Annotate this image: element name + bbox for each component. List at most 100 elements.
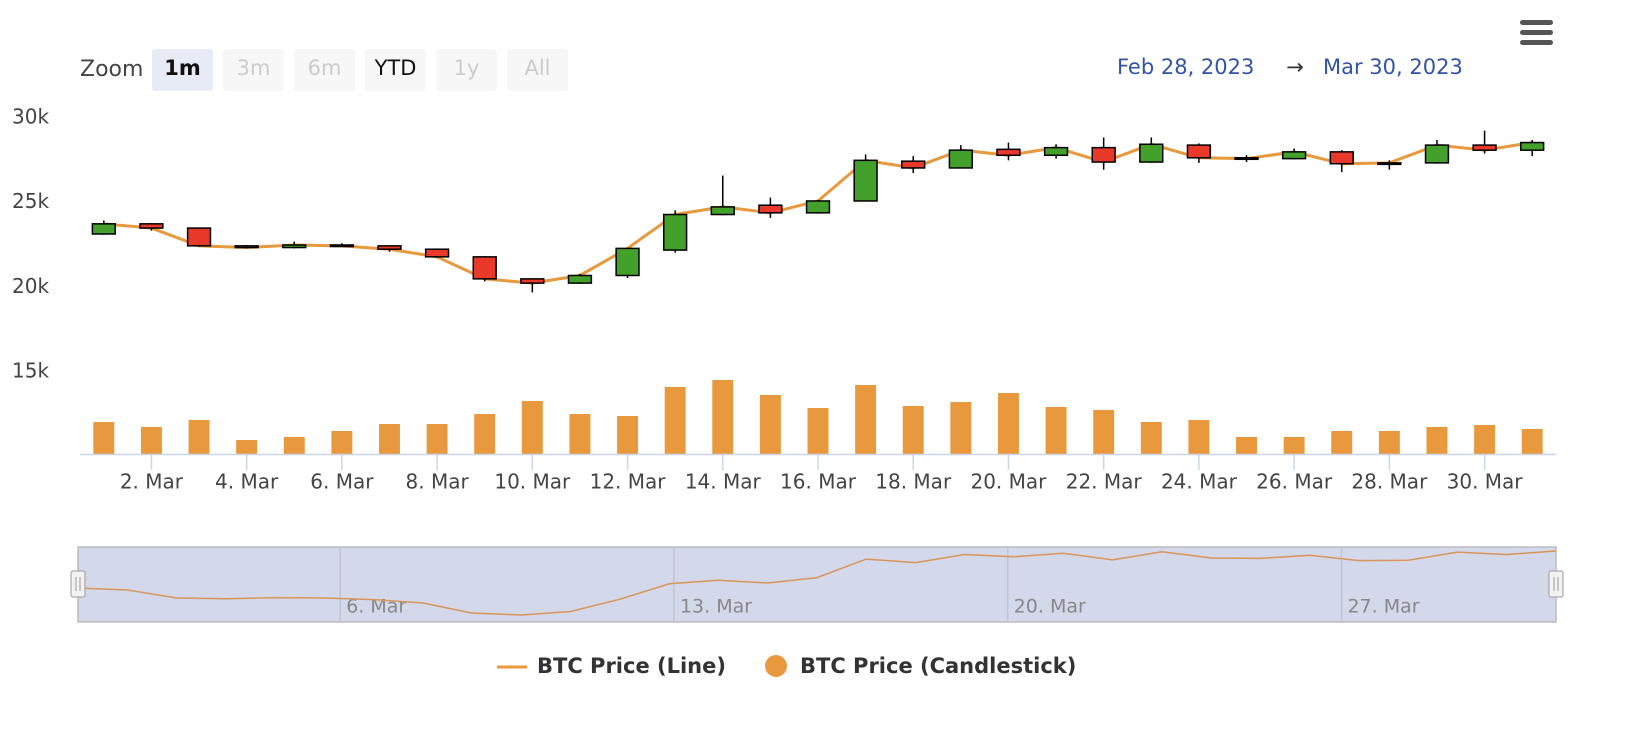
volume-bar [283, 437, 305, 454]
date-from: Feb 28, 2023 [1117, 55, 1254, 79]
x-tick-label: 18. Mar [875, 470, 952, 494]
volume-bar [521, 401, 543, 454]
candle-body [805, 200, 831, 214]
candle-body [472, 256, 497, 280]
legend-item[interactable]: BTC Price (Line) [497, 654, 726, 678]
menu-bar [1520, 20, 1553, 25]
x-tick-label: 24. Mar [1161, 470, 1238, 494]
volume-bar [1521, 429, 1543, 454]
zoom-button-label: 1m [164, 56, 201, 80]
candle-body [1329, 151, 1354, 165]
x-tick-label: 26. Mar [1256, 470, 1333, 494]
candle-body [186, 227, 212, 247]
volume-bar [1474, 425, 1496, 454]
navigator-line [77, 550, 1557, 616]
x-tick-label: 4. Mar [215, 470, 279, 494]
zoom-button-bg [223, 49, 284, 91]
volume-bar [759, 395, 781, 454]
volume-bar [188, 420, 210, 454]
candle-body [662, 213, 688, 251]
candle-body [1424, 144, 1450, 164]
navigator-bg [77, 546, 1557, 623]
y-tick-label: 30k [12, 105, 49, 129]
candle-body [1091, 146, 1116, 163]
candle-body [758, 204, 783, 214]
candle-body [139, 223, 164, 229]
menu-bar [1520, 40, 1553, 45]
zoom-button-label: YTD [374, 56, 417, 80]
zoom-button-label: All [524, 56, 550, 80]
candle-body [901, 160, 926, 169]
navigator-handle[interactable] [1548, 570, 1564, 598]
candle-body [615, 247, 640, 277]
candle-body [1281, 151, 1307, 160]
volume-bar [1426, 427, 1448, 454]
zoom-button-bg [152, 49, 213, 91]
volume-bar [617, 416, 639, 454]
zoom-button-label: 1y [454, 56, 480, 80]
y-tick-label: 25k [12, 189, 49, 213]
zoom-button: All [507, 49, 568, 91]
navigator-tick-label: 13. Mar [680, 596, 752, 618]
x-tick-label: 16. Mar [780, 470, 857, 494]
date-to: Mar 30, 2023 [1323, 55, 1463, 79]
candle-body [424, 248, 450, 258]
candle-body [853, 159, 878, 202]
candle-body [329, 244, 355, 248]
candle-body [1520, 141, 1545, 151]
zoom-button-bg [507, 49, 568, 91]
zoom-button-bg [365, 49, 426, 91]
volume-bar [664, 387, 686, 454]
menu-icon[interactable] [1520, 20, 1553, 45]
volume-bar [93, 422, 115, 454]
candle-body [567, 274, 593, 284]
zoom-button[interactable]: YTD [365, 49, 426, 91]
x-tick-label: 6. Mar [310, 470, 374, 494]
y-tick-label: 15k [12, 359, 49, 383]
legend-item[interactable]: BTC Price (Candlestick) [765, 654, 1076, 678]
volume-bar [997, 393, 1019, 454]
x-tick-label: 8. Mar [406, 470, 470, 494]
candle-body [91, 223, 116, 235]
volume-bar [950, 402, 972, 454]
volume-bar [1236, 437, 1257, 454]
candle-body [996, 148, 1021, 157]
zoom-button: 1y [436, 49, 497, 91]
volume-bar [1283, 437, 1305, 454]
candle-body [234, 245, 259, 249]
volume-bar [807, 408, 829, 454]
candle-body [1186, 144, 1212, 159]
legend-label: BTC Price (Line) [537, 654, 726, 678]
volume-bar [236, 440, 258, 454]
zoom-button-label: 3m [237, 56, 271, 80]
zoom-button: 6m [294, 49, 355, 91]
candle-body [377, 245, 402, 250]
volume-bar [712, 380, 734, 454]
volume-bar [1045, 407, 1067, 454]
navigator-tick-label: 27. Mar [1347, 596, 1419, 618]
zoom-button: 3m [223, 49, 284, 91]
x-tick-label: 10. Mar [494, 470, 571, 494]
candle-body [948, 149, 974, 169]
candle-body [282, 244, 307, 249]
candle-body [1139, 143, 1164, 163]
x-tick-label: 20. Mar [970, 470, 1047, 494]
candle-body [1234, 157, 1259, 161]
zoom-label: Zoom [80, 57, 143, 82]
volume-bar [902, 406, 924, 454]
date-arrow: → [1286, 55, 1304, 79]
volume-bar [331, 431, 353, 454]
navigator-tick-label: 20. Mar [1014, 596, 1086, 618]
candle-body [710, 206, 735, 216]
handle-box [1548, 570, 1564, 598]
x-tick-label: 30. Mar [1447, 470, 1524, 494]
zoom-button[interactable]: 1m [152, 49, 213, 91]
navigator-handle[interactable] [70, 570, 86, 598]
volume-bar [140, 427, 162, 454]
handle-box [70, 570, 86, 598]
candle-body [520, 278, 545, 284]
volume-bar [379, 424, 400, 454]
volume-bar [855, 385, 877, 454]
legend-label: BTC Price (Candlestick) [800, 654, 1076, 678]
